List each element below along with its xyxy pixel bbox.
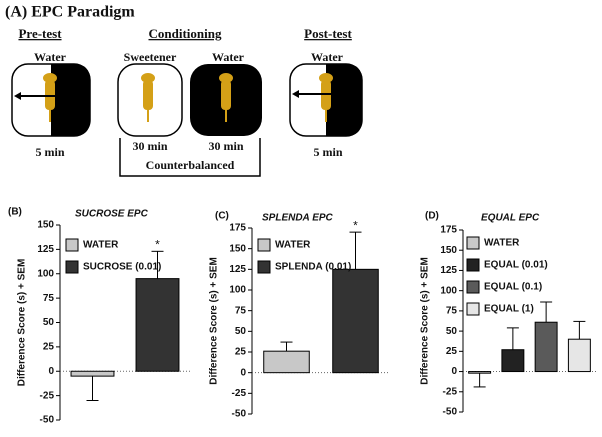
- y-tick-label: 100: [440, 285, 457, 296]
- y-tick-label: 125: [37, 244, 54, 255]
- y-tick-label: 75: [43, 293, 55, 304]
- y-tick-label: 175: [440, 225, 457, 236]
- y-tick-label: 150: [37, 220, 54, 231]
- duration: 5 min: [35, 145, 64, 159]
- bar: [70, 370, 115, 377]
- y-tick-label: -25: [232, 388, 247, 399]
- heading: Pre-test: [18, 26, 62, 41]
- chamber-label: Water: [311, 50, 344, 64]
- y-tick-label: 125: [229, 264, 246, 275]
- bar: [468, 371, 492, 374]
- arrows: [14, 90, 360, 100]
- bar: [332, 268, 379, 374]
- chamber-dark: [326, 64, 362, 136]
- y-axis-label: Difference Score (s) + SEM: [420, 257, 431, 385]
- y-tick-label: 100: [37, 268, 54, 279]
- legend-label: WATER: [83, 240, 119, 251]
- y-tick-label: 150: [229, 243, 246, 254]
- y-tick-label: 175: [229, 223, 246, 234]
- y-tick-label: 0: [240, 367, 246, 378]
- y-tick-label: -25: [40, 390, 55, 401]
- bar: [501, 349, 525, 373]
- duration: 30 min: [208, 139, 243, 153]
- chamber-dark: [51, 64, 90, 136]
- legend-label: SUCROSE (0.01): [83, 262, 161, 273]
- legend-swatch: [466, 258, 480, 272]
- significance: *: [155, 237, 160, 251]
- duration: 5 min: [313, 145, 342, 159]
- bar: [534, 321, 558, 373]
- y-tick-label: 100: [229, 285, 246, 296]
- y-tick-label: -50: [40, 415, 55, 426]
- panel-label: (D): [425, 211, 439, 222]
- legend-label: EQUAL (0.01): [484, 260, 548, 271]
- note: Counterbalanced: [146, 158, 235, 172]
- diagram: (A) EPC Paradigm Pre-test Conditioning P…: [5, 4, 363, 177]
- legend-swatch: [65, 260, 79, 274]
- heading: Post-test: [304, 26, 352, 41]
- y-tick-label: 150: [440, 245, 457, 256]
- legend-swatch: [65, 238, 79, 252]
- significance: *: [353, 218, 358, 232]
- y-tick-label: 50: [43, 317, 55, 328]
- chamber-label: Water: [34, 50, 67, 64]
- y-tick-label: 25: [446, 346, 458, 357]
- chart-title: SPLENDA EPC: [262, 213, 334, 224]
- y-tick-label: 75: [446, 306, 458, 317]
- y-tick-label: 25: [235, 347, 247, 358]
- heading: Conditioning: [149, 26, 222, 41]
- figure-title: (A) EPC Paradigm: [5, 4, 135, 21]
- y-axis-label: Difference Score (s) + SEM: [17, 259, 28, 387]
- y-tick-label: 25: [43, 342, 55, 353]
- panel-label: (C): [215, 211, 229, 222]
- legend-swatch: [466, 302, 480, 316]
- bar: [567, 338, 591, 373]
- chamber-label: Water: [212, 50, 245, 64]
- y-tick-label: 75: [235, 305, 247, 316]
- y-tick-label: -25: [443, 386, 458, 397]
- duration: 30 min: [132, 139, 167, 153]
- legend-label: WATER: [484, 238, 520, 249]
- legend-swatch: [257, 260, 271, 274]
- legend-swatch: [466, 280, 480, 294]
- legend-label: SPLENDA (0.01): [275, 262, 351, 273]
- legend-label: WATER: [275, 240, 311, 251]
- chart-title: EQUAL EPC: [481, 213, 540, 224]
- y-tick-label: 125: [440, 265, 457, 276]
- bar: [135, 278, 180, 372]
- y-tick-label: -50: [232, 409, 247, 420]
- bracket: [119, 138, 261, 177]
- legend-swatch: [257, 238, 271, 252]
- panel-label: (B): [8, 207, 22, 218]
- y-tick-label: 50: [446, 326, 458, 337]
- y-tick-label: 50: [235, 326, 247, 337]
- legend-swatch: [466, 236, 480, 250]
- legend-label: EQUAL (1): [484, 304, 534, 315]
- y-axis-label: Difference Score (s) + SEM: [209, 257, 220, 385]
- y-tick-label: -50: [443, 407, 458, 418]
- chart-title: SUCROSE EPC: [75, 209, 149, 220]
- chamber-label: Sweetener: [124, 50, 177, 64]
- y-tick-label: 0: [451, 366, 457, 377]
- legend-label: EQUAL (0.1): [484, 282, 542, 293]
- bar: [263, 350, 310, 374]
- y-tick-label: 0: [48, 366, 54, 377]
